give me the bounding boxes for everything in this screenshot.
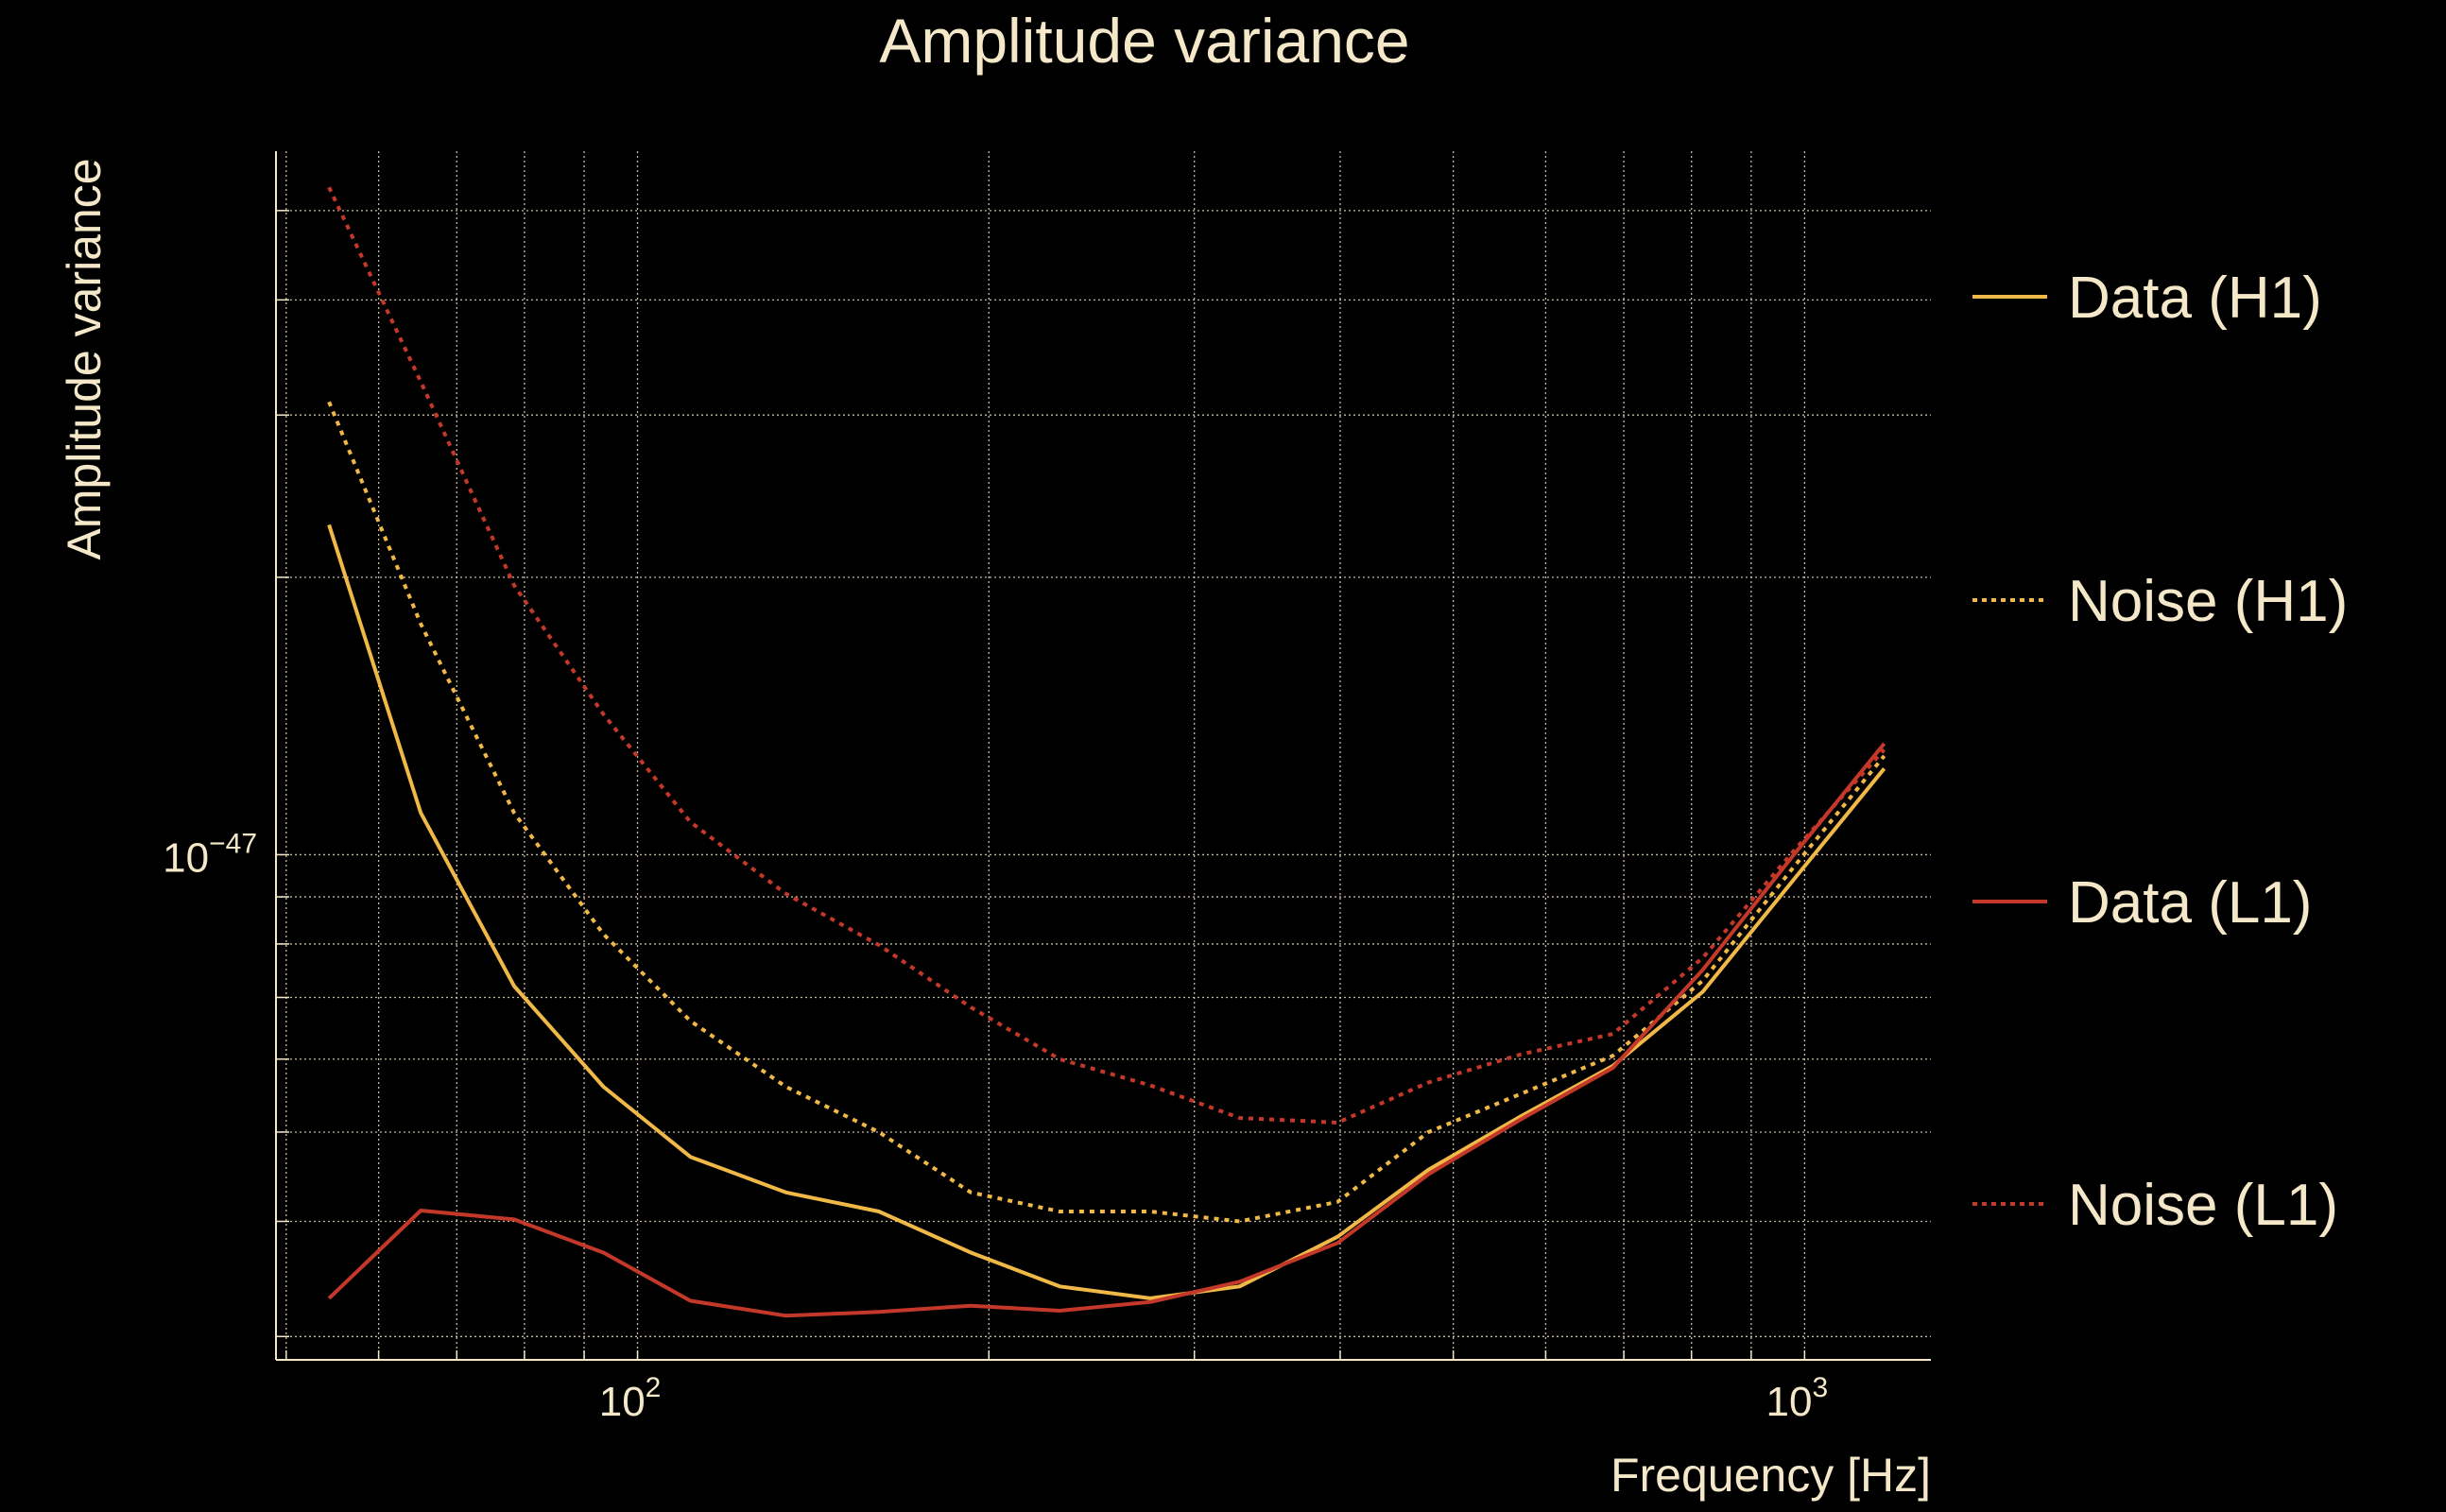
y-axis-label: Amplitude variance bbox=[58, 158, 111, 559]
series-line-noise-h1 bbox=[327, 401, 1886, 1224]
grid bbox=[276, 151, 1931, 1360]
series-line-data-h1 bbox=[327, 524, 1886, 1300]
legend-label-data-l1: Data (L1) bbox=[2068, 870, 2312, 936]
legend-label-noise-l1: Noise (L1) bbox=[2068, 1173, 2338, 1238]
x-axis-label: Frequency [Hz] bbox=[1611, 1449, 1931, 1502]
legend: Data (H1) Noise (H1) Data (L1) Noise (L1) bbox=[1972, 266, 2348, 1238]
legend-label-noise-h1: Noise (H1) bbox=[2068, 569, 2348, 634]
series-line-data-l1 bbox=[327, 742, 1886, 1318]
y-tick-label: 10−47 bbox=[163, 828, 257, 881]
x-tick-label: 102 bbox=[599, 1372, 662, 1425]
y-tick-exponent: −47 bbox=[209, 828, 257, 859]
series-lines bbox=[327, 186, 1886, 1318]
series-line-noise-l1 bbox=[327, 186, 1886, 1125]
x-tick-exponent: 2 bbox=[646, 1372, 662, 1403]
tick-labels: 102 103 10−47 bbox=[163, 828, 1828, 1425]
legend-label-data-h1: Data (H1) bbox=[2068, 266, 2322, 331]
x-tick-exponent: 3 bbox=[1812, 1372, 1828, 1403]
chart-title: Amplitude variance bbox=[879, 6, 1409, 76]
x-tick-label: 103 bbox=[1766, 1372, 1829, 1425]
